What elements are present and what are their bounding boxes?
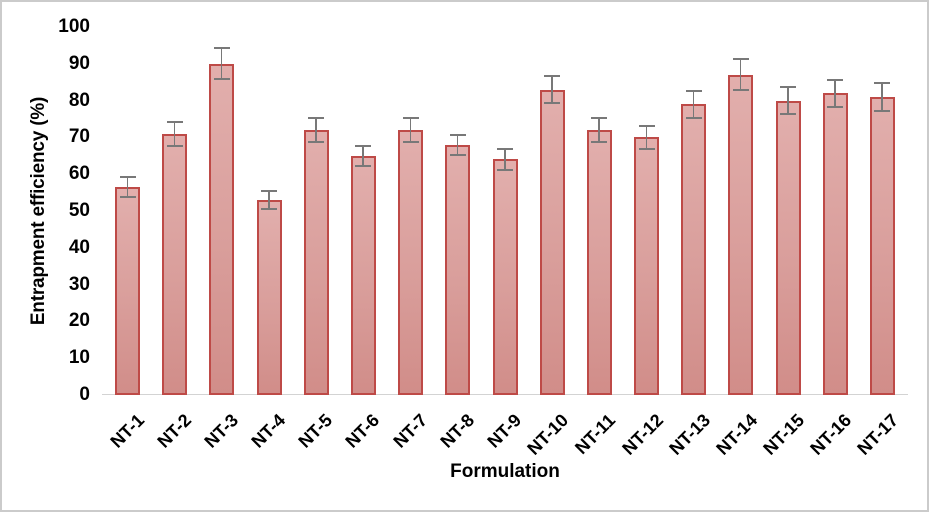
y-tick-label-30: 30 <box>68 273 90 295</box>
x-tick-label-NT-5: NT-5 <box>294 410 337 452</box>
bar-NT-17 <box>869 96 895 395</box>
bar-NT-10 <box>539 89 565 395</box>
error-bar-cap-bottom <box>638 148 655 151</box>
error-bar-stem <box>315 117 317 143</box>
bar-NT-14 <box>728 74 754 395</box>
error-bar-NT-5 <box>308 117 325 143</box>
error-bar-stem <box>598 117 600 143</box>
error-bar-cap-bottom <box>166 144 183 147</box>
x-tick-label-NT-17: NT-17 <box>853 410 903 459</box>
error-bar-stem <box>834 78 836 108</box>
x-tick-label-NT-7: NT-7 <box>389 410 431 452</box>
error-bar-stem <box>456 133 459 156</box>
x-tick-label-NT-2: NT-2 <box>153 410 195 452</box>
bar-NT-6 <box>350 155 376 395</box>
error-bar-stem <box>787 85 789 116</box>
error-bar-cap-bottom <box>685 116 702 119</box>
error-bar-stem <box>881 82 883 112</box>
x-tick-label-NT-15: NT-15 <box>759 410 809 459</box>
error-bar-cap-bottom <box>402 140 419 143</box>
error-bar-cap-bottom <box>261 207 278 210</box>
x-tick-label-NT-14: NT-14 <box>712 410 762 459</box>
error-bar-cap-bottom <box>119 196 136 199</box>
error-bar-cap-bottom <box>732 89 749 92</box>
error-bar-NT-15 <box>780 85 797 116</box>
error-bar-NT-1 <box>119 176 136 199</box>
error-bar-NT-3 <box>213 47 230 81</box>
y-tick-label-100: 100 <box>58 16 90 37</box>
error-bar-stem <box>126 176 129 199</box>
error-bar-NT-9 <box>497 148 513 171</box>
x-tick-label-NT-11: NT-11 <box>571 410 620 459</box>
bar-NT-8 <box>445 144 471 395</box>
bar-NT-11 <box>586 130 612 395</box>
x-tick-label-NT-16: NT-16 <box>806 410 856 459</box>
error-bar-NT-4 <box>261 190 278 210</box>
x-tick-label-NT-6: NT-6 <box>341 410 384 452</box>
bar-NT-3 <box>209 63 235 395</box>
error-bar-cap-bottom <box>497 168 513 171</box>
y-tick-label-40: 40 <box>68 236 90 258</box>
error-bar-stem <box>173 120 176 147</box>
error-bar-NT-16 <box>827 78 844 108</box>
error-bar-cap-bottom <box>544 102 561 105</box>
error-bar-stem <box>692 89 695 119</box>
error-bar-NT-7 <box>402 117 419 143</box>
x-axis-title: Formulation <box>450 461 560 482</box>
error-bar-NT-11 <box>591 117 608 143</box>
error-bar-stem <box>504 148 506 171</box>
y-tick-label-60: 60 <box>68 163 90 185</box>
error-bar-NT-10 <box>544 74 561 105</box>
error-bar-cap-bottom <box>780 113 797 116</box>
x-tick-label-NT-4: NT-4 <box>247 410 290 452</box>
error-bar-stem <box>645 124 648 151</box>
error-bar-NT-12 <box>638 124 655 151</box>
error-bar-stem <box>739 58 742 92</box>
bar-NT-5 <box>303 130 329 395</box>
x-tick-label-NT-3: NT-3 <box>200 410 243 452</box>
x-tick-label-NT-1: NT-1 <box>106 410 148 452</box>
bar-NT-9 <box>492 159 518 395</box>
error-bar-cap-bottom <box>213 78 230 81</box>
y-tick-label-80: 80 <box>68 89 90 111</box>
error-bar-stem <box>551 74 553 105</box>
error-bar-stem <box>220 47 223 81</box>
y-tick-label-70: 70 <box>68 126 90 148</box>
y-tick-label-0: 0 <box>79 384 90 405</box>
bar-NT-1 <box>115 187 141 395</box>
bar-NT-15 <box>775 100 801 395</box>
error-bar-NT-2 <box>166 120 183 147</box>
error-bar-stem <box>362 144 364 167</box>
error-bar-NT-17 <box>874 82 891 112</box>
bar-NT-2 <box>162 133 188 395</box>
x-tick-label-NT-12: NT-12 <box>617 410 667 459</box>
x-tick-label-NT-13: NT-13 <box>665 410 714 459</box>
bar-NT-7 <box>398 130 424 395</box>
error-bar-cap-bottom <box>874 109 891 112</box>
error-bar-stem <box>409 117 412 143</box>
bar-NT-4 <box>256 199 282 395</box>
error-bar-stem <box>268 190 270 210</box>
bar-NT-12 <box>634 137 660 395</box>
y-tick-label-20: 20 <box>68 310 90 332</box>
error-bar-NT-14 <box>732 58 749 92</box>
y-tick-label-50: 50 <box>68 200 90 221</box>
y-tick-label-90: 90 <box>68 52 90 74</box>
bar-NT-13 <box>681 104 707 395</box>
x-tick-label-NT-10: NT-10 <box>523 410 573 459</box>
error-bar-NT-13 <box>685 89 702 119</box>
x-tick-label-NT-9: NT-9 <box>483 410 526 452</box>
bar-NT-16 <box>822 93 848 395</box>
x-tick-label-NT-8: NT-8 <box>436 410 478 452</box>
error-bar-cap-bottom <box>827 105 844 108</box>
error-bar-cap-bottom <box>308 140 325 143</box>
error-bar-cap-bottom <box>449 153 466 156</box>
error-bar-NT-6 <box>355 144 372 167</box>
y-tick-label-10: 10 <box>68 347 90 369</box>
error-bar-NT-8 <box>449 133 466 156</box>
error-bar-cap-bottom <box>591 140 608 143</box>
error-bar-cap-bottom <box>355 164 372 167</box>
